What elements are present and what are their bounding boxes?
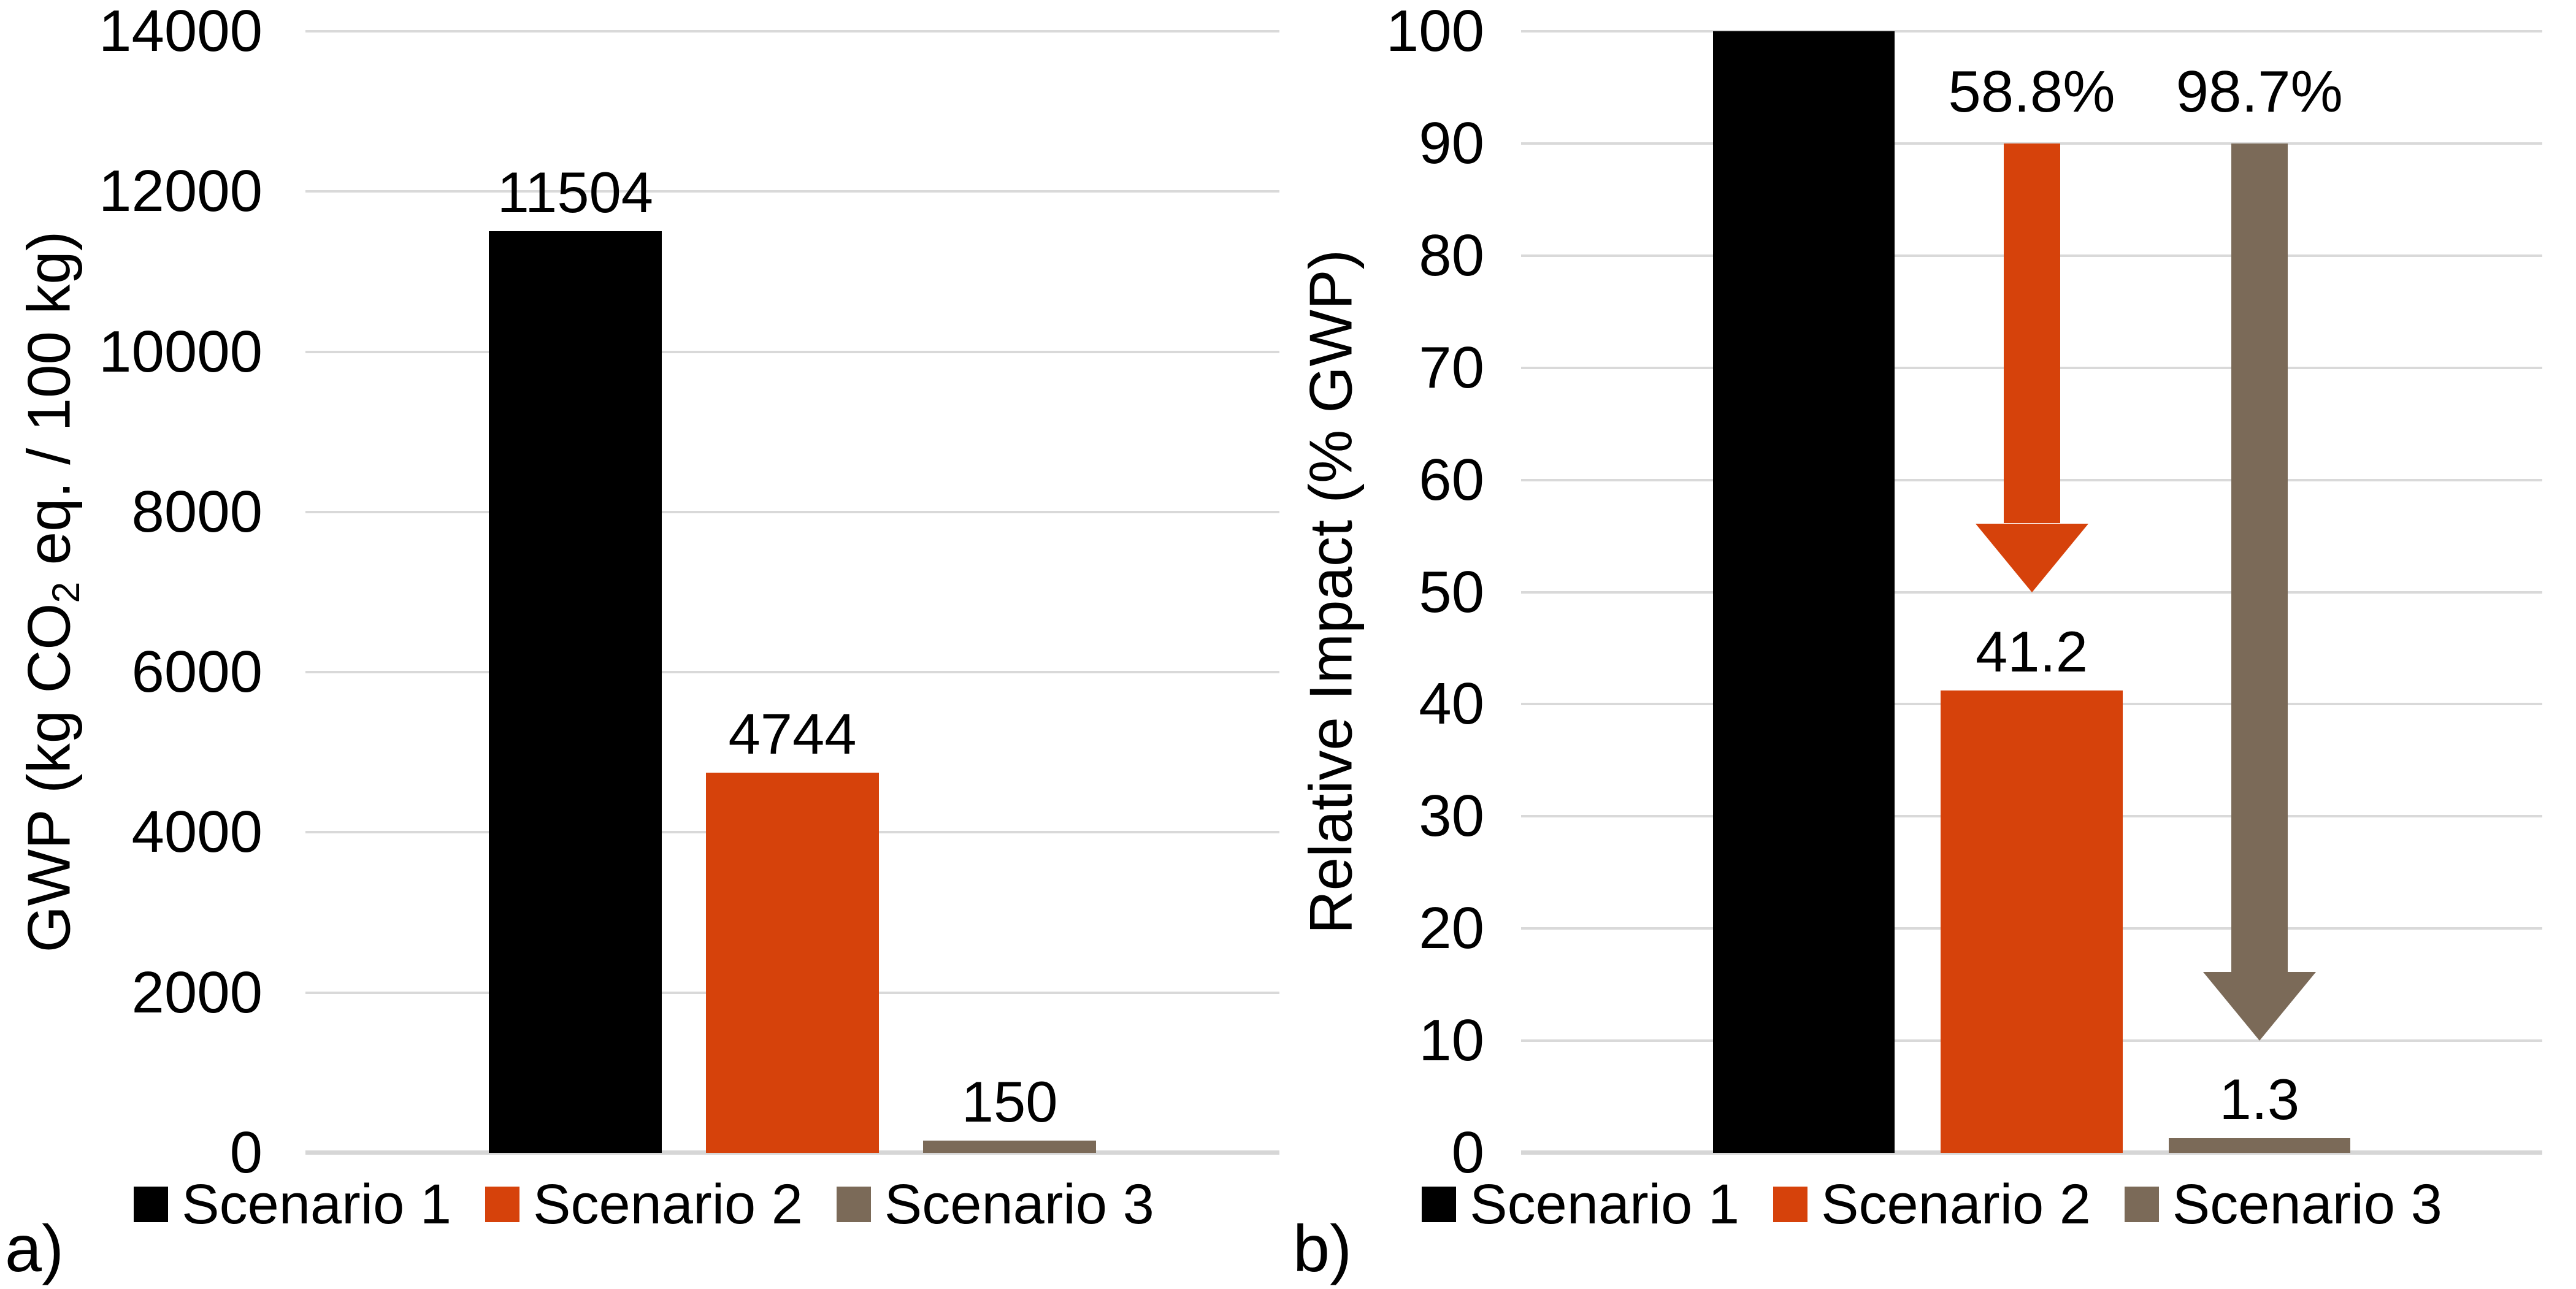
bar-value-label-scenario-3: 1.3 <box>2219 1067 2300 1132</box>
gridline-14000 <box>305 30 1279 33</box>
y-tick-label-30: 30 <box>1419 783 1484 849</box>
y-tick-label-20: 20 <box>1419 895 1484 962</box>
y-tick-label-10000: 10000 <box>99 318 263 384</box>
y-title-text-post: eq. / 100 kg) <box>15 231 83 582</box>
reduction-percentage-label-2: 98.7% <box>2175 58 2343 124</box>
y-tick-label-4000: 4000 <box>131 799 263 865</box>
gridline-12000 <box>305 190 1279 193</box>
y-title-subscript: 2 <box>44 581 88 603</box>
panel-label-b: b) <box>1293 1211 1352 1285</box>
legend-swatch-scenario-1 <box>134 1187 169 1222</box>
legend-label-scenario-1: Scenario 1 <box>182 1173 452 1236</box>
y-tick-label-0: 0 <box>1451 1120 1484 1185</box>
y-tick-label-12000: 12000 <box>99 158 263 224</box>
reduction-arrow-shaft-1 <box>2003 143 2060 524</box>
y-tick-label-100: 100 <box>1386 0 1484 64</box>
legend-label-scenario-1: Scenario 1 <box>1470 1173 1740 1236</box>
chart-b-y-axis-title: Relative Impact (% GWP) <box>1297 249 1367 935</box>
chart-b-plot-area: 41.2 1.3 58.8% 98.7% <box>1521 30 2542 1155</box>
chart-a-gwp-absolute: GWP (kg CO2 eq. / 100 kg) 11504 4744 150 S… <box>0 0 1288 1285</box>
y-tick-label-8000: 8000 <box>131 478 263 545</box>
legend-swatch-scenario-3 <box>836 1187 871 1222</box>
bar-scenario-1 <box>1713 31 1895 1153</box>
legend-swatch-scenario-2 <box>1773 1187 1808 1222</box>
reduction-percentage-label-1: 58.8% <box>1948 58 2115 124</box>
chart-a-plot-area: 11504 4744 150 <box>305 30 1279 1155</box>
y-tick-label-60: 60 <box>1419 446 1484 513</box>
y-tick-label-70: 70 <box>1419 334 1484 400</box>
legend-swatch-scenario-3 <box>2124 1187 2159 1222</box>
bar-value-label-scenario-2: 4744 <box>728 702 857 767</box>
bar-scenario-1 <box>488 231 662 1153</box>
gridline-6000 <box>305 671 1279 674</box>
reduction-arrow-head-2 <box>2202 972 2316 1041</box>
bar-scenario-2 <box>1941 690 2123 1153</box>
bar-value-label-scenario-1: 11504 <box>497 160 654 225</box>
y-tick-label-2000: 2000 <box>131 959 263 1025</box>
legend-item-scenario-3: Scenario 3 <box>2124 1173 2442 1236</box>
legend-label-scenario-2: Scenario 2 <box>533 1173 803 1236</box>
legend-label-scenario-3: Scenario 3 <box>884 1173 1154 1236</box>
panel-label-a: a) <box>5 1211 64 1285</box>
chart-b-legend: Scenario 1 Scenario 2 Scenario 3 <box>1288 1176 2576 1233</box>
legend-label-scenario-3: Scenario 3 <box>2172 1173 2442 1236</box>
y-title-text-pre: GWP (kg CO <box>15 603 83 953</box>
gridline-100 <box>1521 30 2542 33</box>
legend-swatch-scenario-2 <box>485 1187 520 1222</box>
reduction-arrow-head-1 <box>1975 523 2088 592</box>
chart-b-relative-impact: Relative Impact (% GWP) 41.2 1.3 58.8% 98.7… <box>1288 0 2576 1289</box>
bar-scenario-3 <box>2168 1138 2350 1153</box>
bar-scenario-3 <box>922 1141 1097 1153</box>
gridline-8000 <box>305 510 1279 513</box>
legend-item-scenario-2: Scenario 2 <box>1773 1176 2091 1233</box>
chart-a-y-axis-title: GWP (kg CO2 eq. / 100 kg) <box>15 231 88 953</box>
bar-value-label-scenario-2: 41.2 <box>1976 619 2088 684</box>
legend-item-scenario-3: Scenario 3 <box>836 1173 1154 1236</box>
y-tick-label-80: 80 <box>1419 222 1484 288</box>
y-tick-label-90: 90 <box>1419 110 1484 176</box>
y-tick-label-50: 50 <box>1419 559 1484 625</box>
bar-scenario-2 <box>705 773 880 1153</box>
y-tick-label-40: 40 <box>1419 671 1484 737</box>
legend-label-scenario-2: Scenario 2 <box>1821 1173 2091 1236</box>
y-tick-label-6000: 6000 <box>131 639 263 705</box>
reduction-arrow-shaft-2 <box>2231 143 2288 973</box>
bar-value-label-scenario-3: 150 <box>961 1069 1058 1134</box>
legend-swatch-scenario-1 <box>1422 1187 1457 1222</box>
chart-a-legend: Scenario 1 Scenario 2 Scenario 3 <box>0 1176 1288 1233</box>
legend-item-scenario-1: Scenario 1 <box>134 1176 451 1233</box>
legend-item-scenario-2: Scenario 2 <box>485 1176 803 1233</box>
legend-item-scenario-1: Scenario 1 <box>1422 1176 1739 1233</box>
gridline-50 <box>1521 591 2542 594</box>
gridline-10000 <box>305 350 1279 353</box>
y-tick-label-10: 10 <box>1419 1008 1484 1074</box>
y-title-text-pre: Relative Impact (% GWP) <box>1297 249 1365 935</box>
y-tick-label-14000: 14000 <box>99 0 263 64</box>
y-tick-label-0: 0 <box>229 1120 263 1185</box>
